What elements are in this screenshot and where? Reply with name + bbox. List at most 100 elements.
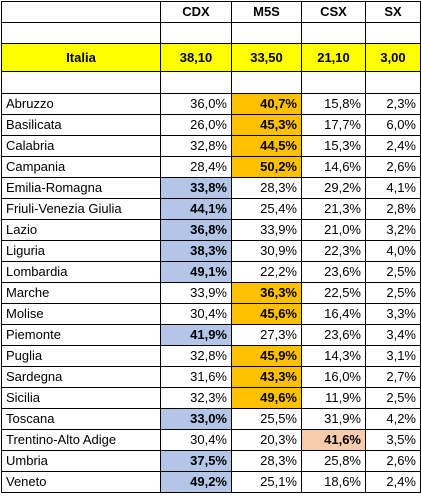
value-cell-sx: 2,4% [365,471,421,493]
value-cell-csx: 15,3% [301,135,366,157]
table-row: Emilia-Romagna 33,8% 28,3% 29,2% 4,1% [1,177,421,199]
value-cell-sx: 2,6% [365,450,421,472]
value-cell-csx: 29,2% [301,177,366,199]
region-name: Campania [1,156,161,178]
header-cdx: CDX [160,1,232,23]
region-name: Liguria [1,240,161,262]
value-cell-sx: 2,8% [365,198,421,220]
header-m5s: M5S [231,1,302,23]
value-cell-csx: 25,8% [301,450,366,472]
value-cell-sx: 3,3% [365,303,421,325]
table-row: Lazio 36,8% 33,9% 21,0% 3,2% [1,219,421,241]
value-cell-m5s: 44,5% [231,135,302,157]
value-cell-sx: 4,2% [365,408,421,430]
empty-cell [1,22,161,44]
value-cell-m5s: 49,6% [231,387,302,409]
empty-cell [365,22,421,44]
value-cell-m5s: 20,3% [231,429,302,451]
value-cell-csx: 23,6% [301,324,366,346]
table-row: Campania 28,4% 50,2% 14,6% 2,6% [1,156,421,178]
region-name: Friuli-Venezia Giulia [1,198,161,220]
table-row: Basilicata 26,0% 45,3% 17,7% 6,0% [1,114,421,136]
value-cell-cdx: 30,4% [160,429,232,451]
value-cell-m5s: 25,4% [231,198,302,220]
value-cell-sx: 3,5% [365,429,421,451]
table-row: Sicilia 32,3% 49,6% 11,9% 2,5% [1,387,421,409]
value-cell-sx: 2,5% [365,387,421,409]
value-cell-sx: 2,7% [365,366,421,388]
value-cell-sx: 3,4% [365,324,421,346]
value-cell-cdx: 33,9% [160,282,232,304]
blank-row [1,71,421,94]
value-cell-m5s: 45,9% [231,345,302,367]
value-cell-csx: 16,4% [301,303,366,325]
empty-cell [160,22,232,44]
value-cell-csx: 11,9% [301,387,366,409]
value-cell-m5s: 25,5% [231,408,302,430]
value-cell-cdx: 33,0% [160,408,232,430]
table-row: Abruzzo 36,0% 40,7% 15,8% 2,3% [1,93,421,115]
value-cell-csx: 21,3% [301,198,366,220]
value-cell-sx: 4,1% [365,177,421,199]
table-row: Friuli-Venezia Giulia 44,1% 25,4% 21,3% 2,8% [1,198,421,220]
value-cell-m5s: 43,3% [231,366,302,388]
value-cell-m5s: 36,3% [231,282,302,304]
empty-cell [1,71,161,94]
value-cell-csx: 17,7% [301,114,366,136]
italia-m5s: 33,50 [231,43,302,72]
value-cell-m5s: 45,6% [231,303,302,325]
region-name: Calabria [1,135,161,157]
empty-cell [365,71,421,94]
header-sx: SX [365,1,421,23]
value-cell-csx: 22,5% [301,282,366,304]
region-name: Abruzzo [1,93,161,115]
region-name: Puglia [1,345,161,367]
value-cell-cdx: 49,2% [160,471,232,493]
value-cell-cdx: 32,3% [160,387,232,409]
empty-cell [231,22,302,44]
table-row: Umbria 37,5% 28,3% 25,8% 2,6% [1,450,421,472]
empty-cell [301,22,366,44]
region-name: Trentino-Alto Adige [1,429,161,451]
empty-cell [231,71,302,94]
value-cell-csx: 14,6% [301,156,366,178]
value-cell-cdx: 31,6% [160,366,232,388]
value-cell-csx: 41,6% [301,429,366,451]
value-cell-cdx: 32,8% [160,135,232,157]
region-name: Emilia-Romagna [1,177,161,199]
value-cell-m5s: 45,3% [231,114,302,136]
table-row: Lombardia 49,1% 22,2% 23,6% 2,5% [1,261,421,283]
value-cell-cdx: 32,8% [160,345,232,367]
value-cell-m5s: 40,7% [231,93,302,115]
value-cell-sx: 4,0% [365,240,421,262]
table-row: Calabria 32,8% 44,5% 15,3% 2,4% [1,135,421,157]
value-cell-m5s: 25,1% [231,471,302,493]
table-row: Piemonte 41,9% 27,3% 23,6% 3,4% [1,324,421,346]
italia-sx: 3,00 [365,43,421,72]
value-cell-csx: 31,9% [301,408,366,430]
region-name: Lombardia [1,261,161,283]
value-cell-csx: 22,3% [301,240,366,262]
value-cell-m5s: 50,2% [231,156,302,178]
value-cell-sx: 3,1% [365,345,421,367]
value-cell-cdx: 33,8% [160,177,232,199]
value-cell-sx: 6,0% [365,114,421,136]
value-cell-csx: 15,8% [301,93,366,115]
value-cell-cdx: 28,4% [160,156,232,178]
value-cell-sx: 2,3% [365,93,421,115]
value-cell-m5s: 27,3% [231,324,302,346]
region-name: Piemonte [1,324,161,346]
value-cell-sx: 2,5% [365,261,421,283]
region-name: Toscana [1,408,161,430]
value-cell-cdx: 30,4% [160,303,232,325]
value-cell-sx: 3,2% [365,219,421,241]
region-name: Sicilia [1,387,161,409]
value-cell-cdx: 36,0% [160,93,232,115]
region-name: Marche [1,282,161,304]
value-cell-csx: 23,6% [301,261,366,283]
region-name: Veneto [1,471,161,493]
table-row: Puglia 32,8% 45,9% 14,3% 3,1% [1,345,421,367]
value-cell-cdx: 49,1% [160,261,232,283]
